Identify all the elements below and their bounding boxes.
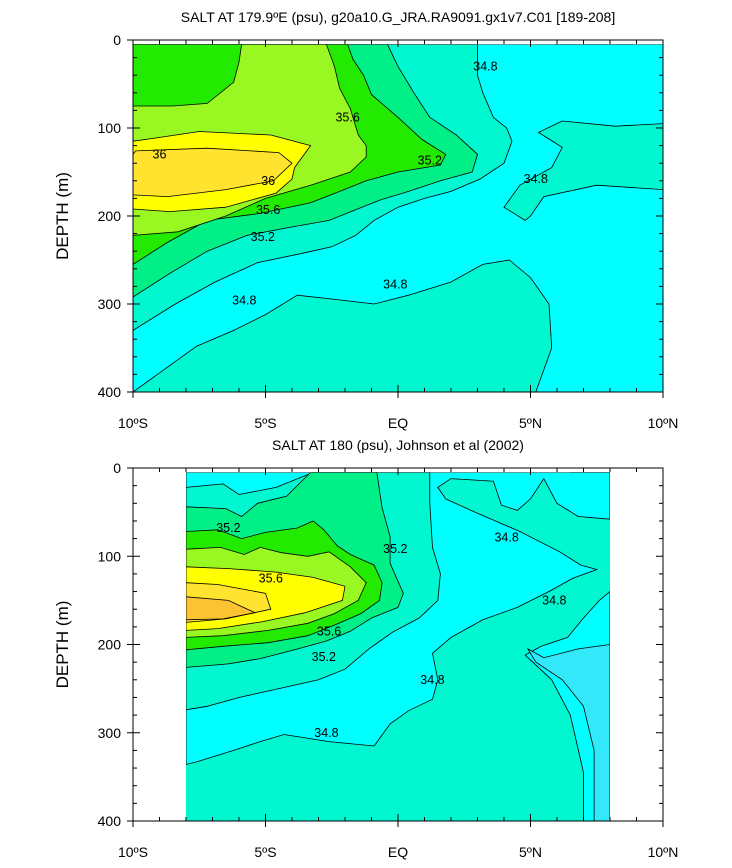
y-tick-label: 100 <box>98 120 122 136</box>
contour-label: 34.8 <box>494 531 518 545</box>
y-tick-label: 200 <box>98 208 122 224</box>
contour-line-35-6 <box>133 44 367 236</box>
y-tick-label: 200 <box>98 637 122 653</box>
contour-label: 34.8 <box>383 278 407 292</box>
x-tick-label: 10ºN <box>648 844 679 860</box>
x-tick-label: 10ºS <box>118 415 148 431</box>
y-tick-label: 300 <box>98 725 122 741</box>
contour-line-35-8 <box>133 131 312 213</box>
contour-label: 34.8 <box>542 593 566 607</box>
y-tick-label: 300 <box>98 296 122 312</box>
contour-label: 35.2 <box>216 521 240 535</box>
contour-label: 35.6 <box>335 110 359 124</box>
chart-title: SALT AT 179.9ºE (psu), g20a10.G_JRA.RA90… <box>181 9 615 25</box>
y-tick-label: 400 <box>98 384 122 400</box>
contour-line-36-2 <box>186 596 257 621</box>
y-axis-label: DEPTH (m) <box>53 172 72 260</box>
x-tick-label: 10ºS <box>118 844 148 860</box>
x-tick-label: EQ <box>388 844 408 860</box>
x-tick-label: 5ºN <box>519 844 542 860</box>
x-tick-label: 5ºN <box>519 415 542 431</box>
contour-panel-2: 35.2 35.6 35.6 35.2 35.2 34.8 34.8 34.8 34.8 10ºS… <box>53 437 678 860</box>
contour-label: 34.8 <box>314 726 338 740</box>
contour-band-34-6 <box>527 644 610 821</box>
contour-label: 35.2 <box>251 230 275 244</box>
y-tick-label: 0 <box>113 460 121 476</box>
contour-panel-1: 36 36 35.6 35.6 35.2 35.2 34.8 34.8 34.8 34.8 10ºS… <box>53 9 678 431</box>
y-tick-label: 100 <box>98 548 122 564</box>
contour-line-35-6 <box>186 546 367 638</box>
contour-line-35-8 <box>186 566 346 631</box>
contour-label: 35.6 <box>317 624 341 638</box>
x-tick-label: 10ºN <box>648 415 679 431</box>
contour-label: 35.6 <box>256 203 280 217</box>
contour-line-36-0 <box>186 582 272 623</box>
contour-field: 36 36 35.6 35.6 35.2 35.2 34.8 34.8 34.8 34.8 <box>133 44 663 393</box>
contour-label: 35.2 <box>383 542 407 556</box>
y-tick-label: 400 <box>98 813 122 829</box>
contour-line-35-2 <box>186 472 404 668</box>
contour-label: 35.6 <box>259 571 283 585</box>
y-axis-label: DEPTH (m) <box>53 601 72 689</box>
y-tick-label: 0 <box>113 32 121 48</box>
contour-label: 34.8 <box>232 293 256 307</box>
contour-line-35-0 <box>186 472 441 711</box>
chart-title: SALT AT 180 (psu), Johnson et al (2002) <box>272 437 524 453</box>
contour-label: 34.8 <box>420 673 444 687</box>
contour-line-35-0 <box>133 44 513 331</box>
contour-line-34-8 <box>524 590 610 821</box>
contour-line-36-0 <box>133 147 293 198</box>
contour-label: 34.8 <box>473 59 497 73</box>
x-tick-label: 5ºS <box>254 415 276 431</box>
contour-field: 35.2 35.6 35.6 35.2 35.2 34.8 34.8 34.8 34.8 <box>186 472 610 821</box>
contour-line-35-2 <box>133 44 478 298</box>
contour-label: 35.2 <box>312 650 336 664</box>
contour-label: 35.2 <box>418 154 442 168</box>
contour-line-35-4 <box>186 520 383 651</box>
contour-band-36-2 <box>186 596 255 620</box>
x-tick-label: 5ºS <box>254 844 276 860</box>
contour-label: 36 <box>261 174 275 188</box>
contour-line-34-8 <box>186 472 610 765</box>
contour-label: 34.8 <box>524 172 548 186</box>
contour-label: 36 <box>153 147 167 161</box>
contour-line-35-4 <box>133 44 447 265</box>
x-tick-label: EQ <box>388 415 408 431</box>
contour-line-34-6 <box>526 644 610 821</box>
